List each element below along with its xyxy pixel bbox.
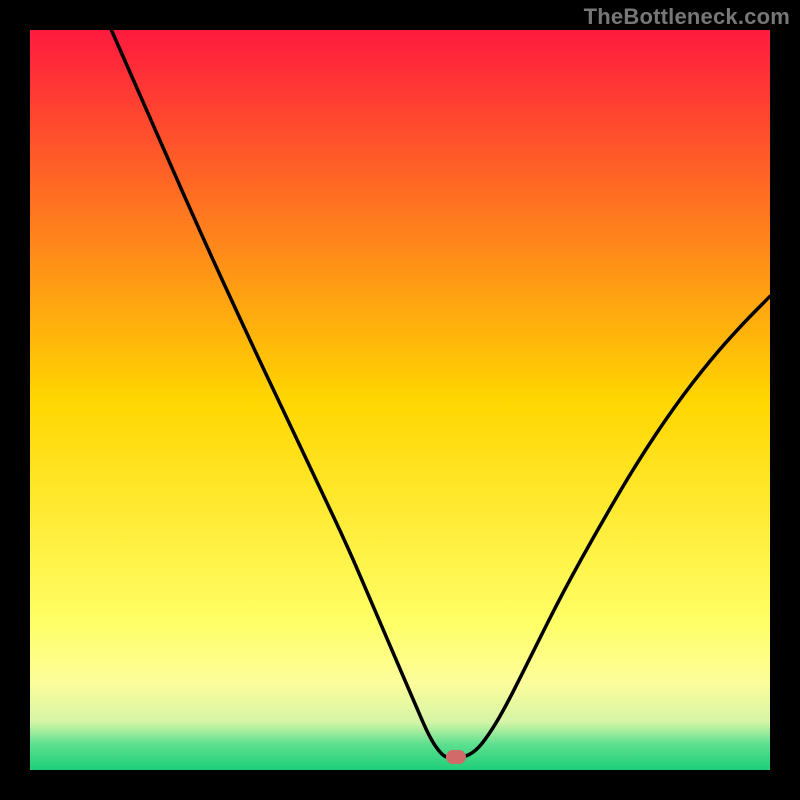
bottleneck-curve <box>0 0 800 800</box>
chart-canvas: TheBottleneck.com <box>0 0 800 800</box>
watermark-text: TheBottleneck.com <box>584 4 790 30</box>
bottleneck-marker <box>446 750 466 764</box>
